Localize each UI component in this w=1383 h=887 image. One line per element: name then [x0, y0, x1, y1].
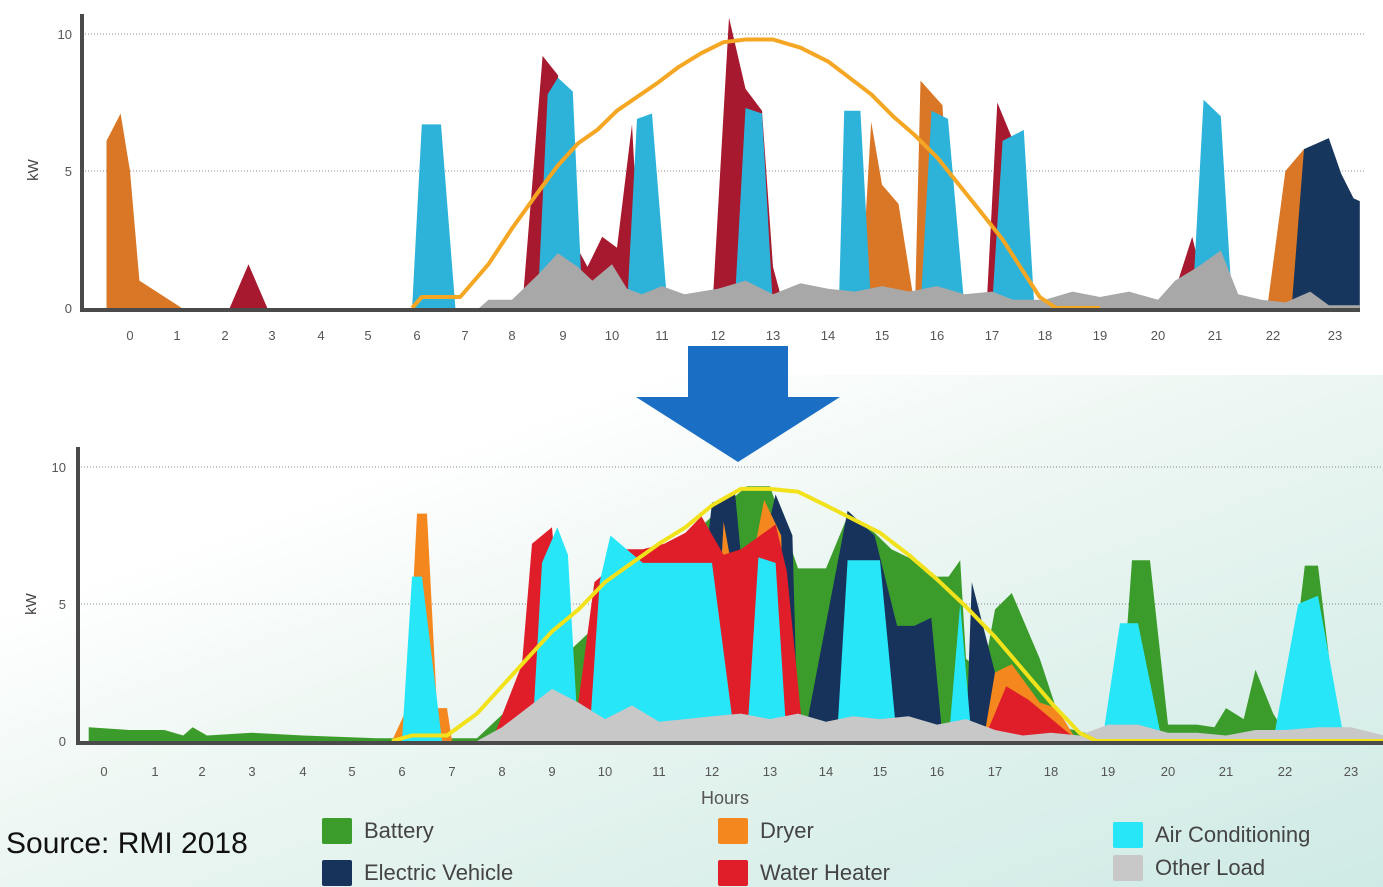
x-tick-label: 8 [498, 764, 505, 779]
x-tick-label: 12 [705, 764, 719, 779]
x-tick-label: 17 [985, 328, 999, 343]
legend-label-water-heater: Water Heater [760, 860, 891, 885]
x-tick-label: 13 [763, 764, 777, 779]
x-tick-label: 13 [766, 328, 780, 343]
x-tick-label: 7 [461, 328, 468, 343]
y-tick-label: 5 [59, 597, 66, 612]
legend-air-conditioning: Air Conditioning [1113, 822, 1310, 848]
x-tick-label: 18 [1038, 328, 1052, 343]
x-tick-label: 3 [268, 328, 275, 343]
area-top-other-load [479, 250, 1360, 308]
x-tick-label: 8 [508, 328, 515, 343]
y-tick-label: 0 [65, 301, 72, 316]
x-tick-label: 23 [1328, 328, 1342, 343]
x-tick-label: 15 [875, 328, 889, 343]
x-tick-label: 1 [151, 764, 158, 779]
legend-swatch-air-conditioning [1113, 822, 1143, 848]
x-tick-label: 11 [655, 328, 669, 343]
legend-water-heater: Water Heater [718, 860, 890, 886]
area-top-electric-vehicle [1291, 138, 1360, 308]
x-tick-label: 16 [930, 328, 944, 343]
x-tick-label: 23 [1344, 764, 1358, 779]
x-tick-label: 12 [711, 328, 725, 343]
area-other-load [477, 688, 1383, 741]
x-tick-label: 10 [598, 764, 612, 779]
x-tick-label: 0 [126, 328, 133, 343]
x-tick-label: 21 [1219, 764, 1233, 779]
legend-label-battery: Battery [364, 818, 434, 843]
x-tick-label: 17 [988, 764, 1002, 779]
line-bottom-solar [391, 486, 1383, 743]
x-tick-label: 4 [299, 764, 306, 779]
legend-label-dryer: Dryer [760, 818, 814, 843]
x-tick-label: 1 [173, 328, 180, 343]
legend-swatch-electric-vehicle [322, 860, 352, 886]
area-top-air-conditioning [412, 77, 1360, 308]
area-air-conditioning [402, 527, 1383, 741]
x-tick-label: 5 [364, 328, 371, 343]
y-tick-label: 10 [52, 460, 66, 475]
x-axis-label: Hours [700, 788, 749, 808]
legend-electric-vehicle: Electric Vehicle [322, 860, 513, 886]
legend-swatch-dryer [718, 818, 748, 844]
x-tick-label: 2 [198, 764, 205, 779]
x-tick-label: 2 [221, 328, 228, 343]
source-note: Source: RMI 2018 [6, 827, 248, 860]
top-chart-panel [0, 0, 1383, 375]
x-tick-label: 20 [1151, 328, 1165, 343]
x-tick-label: 15 [873, 764, 887, 779]
line-top-solar [410, 37, 1100, 310]
x-tick-label: 20 [1161, 764, 1175, 779]
x-tick-label: 21 [1208, 328, 1222, 343]
down-arrow-icon [636, 346, 840, 462]
x-tick-label: 7 [448, 764, 455, 779]
x-tick-label: 10 [605, 328, 619, 343]
area-top-water-heater [106, 17, 1360, 308]
x-tick-label: 5 [348, 764, 355, 779]
legend-label-electric-vehicle: Electric Vehicle [364, 860, 514, 885]
x-tick-label: 18 [1044, 764, 1058, 779]
x-tick-label: 6 [398, 764, 405, 779]
x-tick-label: 11 [652, 764, 666, 779]
legend-swatch-other-load [1113, 855, 1143, 881]
x-tick-label: 22 [1266, 328, 1280, 343]
legend-other-load: Other Load [1113, 855, 1265, 881]
legend-label-other-load: Other Load [1155, 855, 1266, 880]
x-tick-label: 19 [1093, 328, 1107, 343]
legend-swatch-water-heater [718, 860, 748, 886]
x-tick-label: 16 [930, 764, 944, 779]
x-tick-label: 9 [559, 328, 566, 343]
y-axis-label: kW [25, 158, 42, 181]
y-tick-label: 10 [58, 27, 72, 42]
x-tick-label: 9 [548, 764, 555, 779]
x-tick-label: 22 [1278, 764, 1292, 779]
x-tick-label: 3 [248, 764, 255, 779]
legend-label-air-conditioning: Air Conditioning [1155, 822, 1311, 847]
legend-battery: Battery [322, 818, 434, 844]
x-tick-label: 6 [413, 328, 420, 343]
legend-swatch-battery [322, 818, 352, 844]
y-tick-label: 0 [59, 734, 66, 749]
down-arrow-shape [636, 346, 840, 462]
legend-dryer: Dryer [718, 818, 814, 844]
x-tick-label: 14 [819, 764, 833, 779]
x-tick-label: 19 [1101, 764, 1115, 779]
x-tick-label: 4 [317, 328, 324, 343]
y-tick-label: 5 [65, 164, 72, 179]
x-tick-label: 0 [100, 764, 107, 779]
x-tick-label: 14 [821, 328, 835, 343]
y-axis-label: kW [23, 592, 40, 615]
